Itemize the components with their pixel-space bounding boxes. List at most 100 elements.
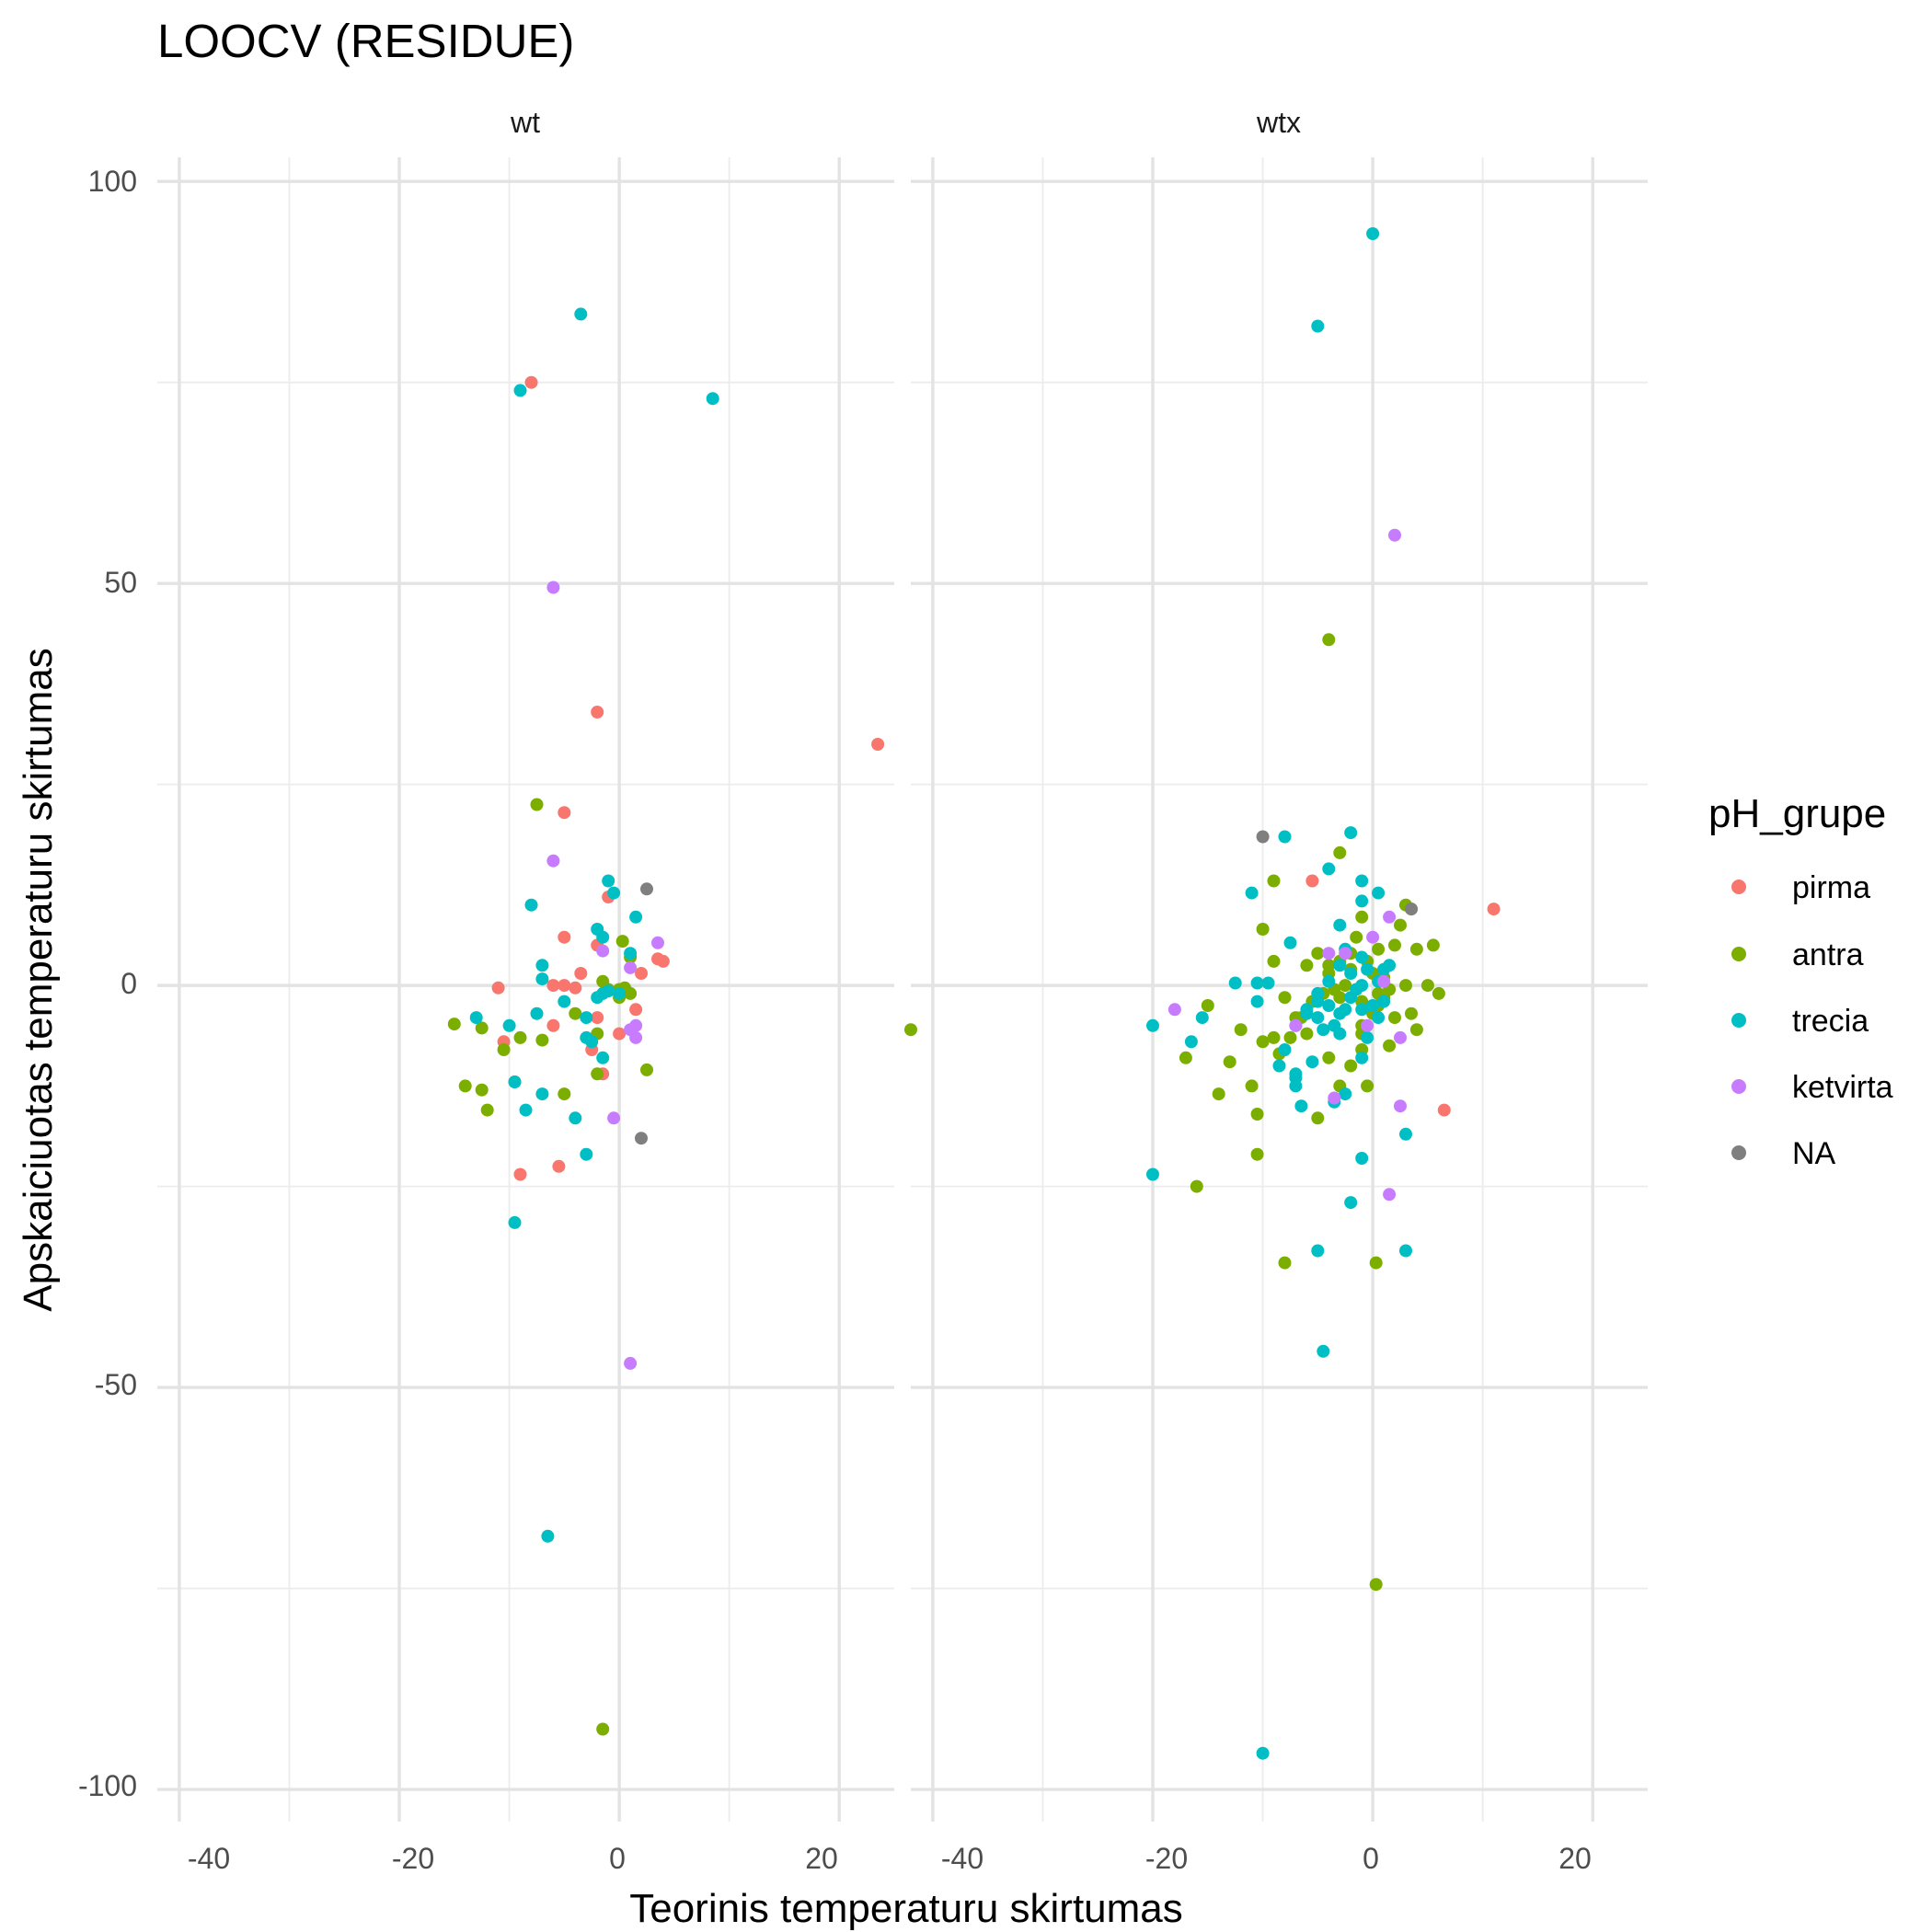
data-point <box>1167 1003 1181 1017</box>
x-tick-label: -40 <box>188 1842 230 1875</box>
data-point <box>629 1030 643 1044</box>
y-tick-label: 100 <box>88 165 137 198</box>
data-point <box>624 947 638 960</box>
data-point <box>1328 1091 1341 1105</box>
data-point <box>535 1033 549 1047</box>
data-point <box>552 1159 566 1173</box>
data-point <box>1146 1018 1159 1032</box>
data-point <box>656 954 670 968</box>
data-point <box>1394 1030 1407 1044</box>
data-point <box>1300 959 1314 972</box>
data-point <box>596 1051 610 1064</box>
data-point <box>602 984 615 998</box>
legend-entry-na: NA <box>1731 1136 1836 1171</box>
data-point <box>1201 999 1214 1012</box>
data-point <box>1487 903 1501 916</box>
data-point <box>640 1063 653 1076</box>
data-point <box>596 944 610 958</box>
data-point <box>1256 1746 1270 1760</box>
data-point <box>1361 962 1374 976</box>
data-point <box>1234 1023 1248 1037</box>
data-point <box>1432 986 1445 1000</box>
data-point <box>1361 1018 1374 1032</box>
legend-key <box>1731 1145 1746 1160</box>
data-point <box>1372 1011 1386 1025</box>
data-point <box>1322 1051 1336 1064</box>
y-tick-label: 0 <box>121 967 137 1000</box>
data-point <box>1333 845 1347 859</box>
data-point <box>596 1722 610 1736</box>
data-point <box>574 967 588 980</box>
data-point <box>1256 1035 1270 1049</box>
data-point <box>1383 910 1397 924</box>
data-point <box>624 1356 638 1370</box>
data-point <box>546 1018 560 1032</box>
data-point <box>546 979 560 993</box>
data-point <box>1399 1127 1412 1141</box>
data-point <box>1322 947 1336 960</box>
data-point <box>871 738 885 751</box>
data-point <box>558 979 571 993</box>
data-point <box>513 1030 527 1044</box>
data-point <box>513 1167 527 1181</box>
data-point <box>1311 947 1325 960</box>
panel-wtx: wtx <box>904 106 1648 1822</box>
data-point <box>508 1075 522 1088</box>
y-tick-label: -50 <box>95 1368 137 1401</box>
data-point <box>1344 826 1358 840</box>
panel-strip-label: wtx <box>1256 106 1301 139</box>
data-point <box>629 1003 643 1017</box>
data-point <box>558 806 571 820</box>
data-point <box>1322 633 1336 647</box>
x-axis-title: Teorinis temperaturu skirtumas <box>629 1886 1183 1931</box>
x-tick-label: 20 <box>1558 1842 1592 1875</box>
data-point <box>1245 886 1259 900</box>
y-axis: 100 50 0 -50 -100 <box>78 165 137 1802</box>
data-point <box>1366 930 1380 944</box>
legend-key <box>1731 947 1746 961</box>
legend-key <box>1731 880 1746 894</box>
data-point <box>1278 1256 1292 1270</box>
data-point <box>640 882 653 896</box>
data-point <box>1355 1003 1369 1017</box>
y-tick-label: -100 <box>78 1769 137 1802</box>
data-point <box>558 930 571 944</box>
data-point <box>1350 930 1363 944</box>
legend-label: antra <box>1792 937 1864 972</box>
data-point <box>1344 967 1358 980</box>
data-point <box>1409 942 1423 956</box>
x-tick-label: 0 <box>609 1842 626 1875</box>
data-point <box>541 1529 555 1543</box>
data-point <box>1300 1027 1314 1041</box>
data-point <box>1366 227 1380 240</box>
panel-points <box>447 307 885 1736</box>
data-point <box>519 1103 533 1117</box>
data-point <box>1250 976 1264 990</box>
data-point <box>1190 1179 1203 1193</box>
x-axis-panel-wt: -40 -20 0 20 <box>188 1842 838 1875</box>
x-tick-label: 20 <box>805 1842 838 1875</box>
data-point <box>602 874 615 888</box>
data-point <box>1437 1103 1451 1117</box>
x-tick-label: -40 <box>941 1842 983 1875</box>
data-point <box>1377 962 1391 976</box>
data-point <box>574 307 588 321</box>
data-point <box>1267 874 1281 888</box>
data-point <box>569 1006 582 1020</box>
data-point <box>1311 1011 1325 1025</box>
data-point <box>596 974 610 988</box>
data-point <box>1311 319 1325 333</box>
data-point <box>1223 1055 1236 1069</box>
legend-key <box>1731 1013 1746 1028</box>
data-point <box>1195 1011 1209 1025</box>
data-point <box>475 1021 489 1035</box>
data-point <box>591 1067 604 1081</box>
data-point <box>1420 979 1434 993</box>
data-point <box>1250 1108 1264 1121</box>
data-point <box>1300 1006 1314 1020</box>
data-point <box>1289 1079 1303 1093</box>
legend-label: pirma <box>1792 870 1870 905</box>
data-point <box>1372 942 1386 956</box>
data-point <box>1267 1030 1281 1044</box>
